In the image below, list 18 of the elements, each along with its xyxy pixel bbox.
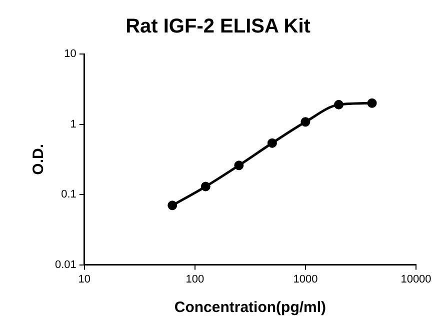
- point: [168, 200, 178, 210]
- y-tick-label: 0.01: [54, 258, 76, 271]
- point: [334, 100, 344, 110]
- point: [200, 182, 210, 192]
- y-tick-label: 1: [70, 118, 76, 130]
- point: [267, 138, 277, 148]
- chart-title: Rat IGF-2 ELISA Kit: [126, 16, 311, 38]
- x-tick-label: 1000: [293, 273, 318, 286]
- point: [367, 98, 377, 108]
- point: [300, 117, 310, 127]
- x-axis-title: Concentration(pg/ml): [174, 299, 326, 316]
- y-axis-title: O.D.: [30, 144, 48, 175]
- x-tick-label: 100: [186, 273, 204, 286]
- y-tick-label: 0.1: [61, 188, 76, 201]
- x-tick-label: 10000: [400, 273, 432, 286]
- point: [234, 160, 244, 170]
- y-tick-label: 10: [64, 48, 76, 60]
- x-tick-label: 10: [78, 273, 91, 286]
